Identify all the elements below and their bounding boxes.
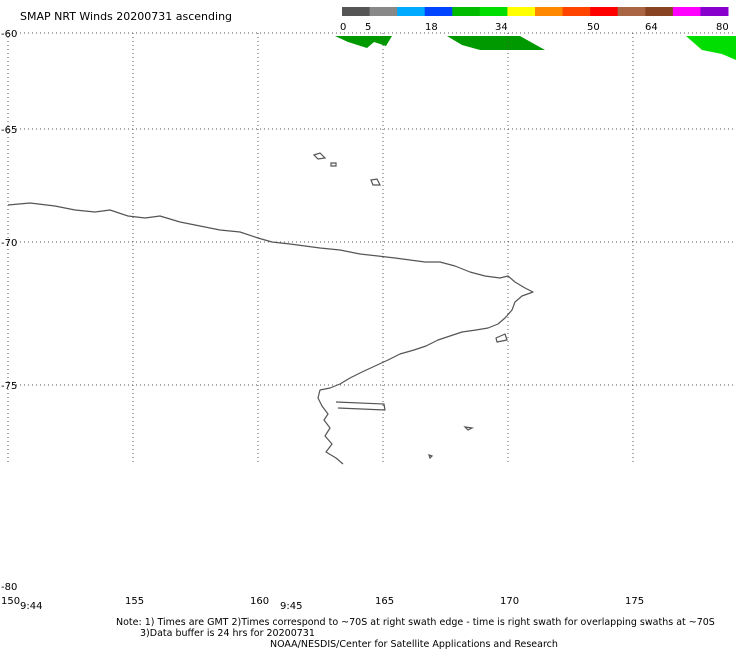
wind-swaths: [335, 36, 736, 60]
colorbar-segment: [369, 7, 398, 16]
island: [428, 454, 434, 460]
colorbar-label: 64: [645, 22, 658, 33]
lat-label: -60: [1, 29, 17, 40]
lat-label: -75: [1, 381, 17, 392]
wind-swath: [447, 36, 545, 50]
colorbar-label: 5: [365, 22, 371, 33]
lon-label: 155: [125, 596, 144, 607]
note-line-2: 3)Data buffer is 24 hrs for 20200731: [140, 628, 315, 639]
lat-label: -70: [1, 238, 17, 249]
colorbar-labels: 0 5 18 34 50 64 80: [340, 22, 729, 33]
lat-gridlines: [8, 32, 736, 386]
map-title: SMAP NRT Winds 20200731 ascending: [20, 10, 232, 23]
wind-swath: [335, 36, 392, 48]
colorbar-legend: [342, 7, 729, 16]
lat-labels: -60 -65 -70 -75 -80: [1, 29, 17, 593]
colorbar-segment: [645, 7, 674, 16]
colorbar-label: 0: [340, 22, 346, 33]
wind-swath: [686, 36, 736, 60]
lat-label: -65: [1, 125, 17, 136]
colorbar-label: 80: [716, 22, 729, 33]
colorbar-segment: [617, 7, 646, 16]
coastline: [7, 202, 534, 465]
colorbar-segment: [397, 7, 426, 16]
coastline-segment: [335, 401, 386, 411]
lon-label: 160: [250, 596, 269, 607]
lon-label: 170: [500, 596, 519, 607]
swath-time: 9:45: [280, 601, 302, 612]
lon-label: 175: [625, 596, 644, 607]
island: [330, 162, 337, 167]
islands: [312, 152, 474, 460]
colorbar-segment: [507, 7, 536, 16]
island: [370, 178, 381, 186]
colorbar-segment: [424, 7, 453, 16]
colorbar-segment: [479, 7, 508, 16]
colorbar-segment: [342, 7, 371, 16]
swath-times: 9:44 9:45: [20, 601, 302, 612]
island: [312, 152, 327, 160]
colorbar-label: 18: [425, 22, 438, 33]
lon-label: 150: [1, 596, 20, 607]
lon-label: 165: [375, 596, 394, 607]
colorbar-segment: [700, 7, 729, 16]
colorbar-segment: [452, 7, 481, 16]
colorbar-label: 50: [587, 22, 600, 33]
lat-label: -80: [1, 582, 17, 593]
lon-labels: 150 155 160 165 170 175: [1, 596, 644, 607]
colorbar-segment: [590, 7, 619, 16]
colorbar-segment: [535, 7, 564, 16]
island: [463, 426, 474, 431]
colorbar-segment: [672, 7, 701, 16]
note-line-3: NOAA/NESDIS/Center for Satellite Applica…: [270, 639, 558, 650]
coastline-segment: [495, 333, 508, 343]
colorbar-segment: [562, 7, 591, 16]
note-line-1: Note: 1) Times are GMT 2)Times correspon…: [116, 617, 715, 628]
colorbar-label: 34: [495, 22, 508, 33]
swath-time: 9:44: [20, 601, 42, 612]
lon-gridlines: [7, 33, 634, 465]
